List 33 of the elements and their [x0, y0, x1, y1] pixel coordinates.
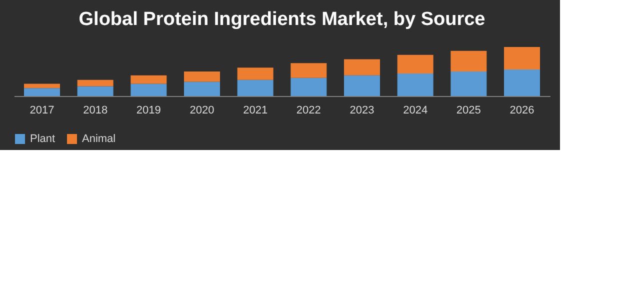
x-tick-label: 2025 — [456, 104, 481, 116]
x-tick-label: 2019 — [136, 104, 161, 116]
bar — [77, 80, 114, 86]
x-tick-label: 2018 — [83, 104, 108, 116]
bar — [397, 73, 434, 96]
x-tick-label: 2026 — [510, 104, 534, 116]
bar — [130, 75, 167, 84]
bar — [184, 82, 220, 96]
legend-label: Animal — [82, 133, 116, 145]
bar — [290, 78, 327, 96]
x-tick-label: 2024 — [403, 104, 428, 116]
chart-title: Global Protein Ingredients Market, by Source — [78, 9, 486, 30]
bar — [290, 63, 327, 78]
x-tick-label: 2020 — [190, 104, 214, 116]
bar — [237, 68, 274, 80]
bar — [344, 75, 380, 96]
bar — [504, 47, 540, 70]
bar — [130, 84, 167, 96]
bar — [450, 72, 487, 96]
bar — [77, 86, 114, 96]
bar — [184, 72, 220, 82]
bar — [397, 54, 434, 74]
x-tick-label: 2017 — [30, 104, 54, 116]
x-tick-label: 2022 — [296, 104, 321, 116]
bar — [504, 70, 540, 96]
bar — [344, 59, 380, 76]
bar — [24, 84, 60, 88]
x-tick-label: 2023 — [350, 104, 374, 116]
bar — [237, 80, 274, 96]
bar — [24, 88, 60, 96]
bar — [450, 50, 487, 72]
x-tick-label: 2021 — [243, 104, 268, 116]
legend-label: Plant — [30, 133, 56, 145]
